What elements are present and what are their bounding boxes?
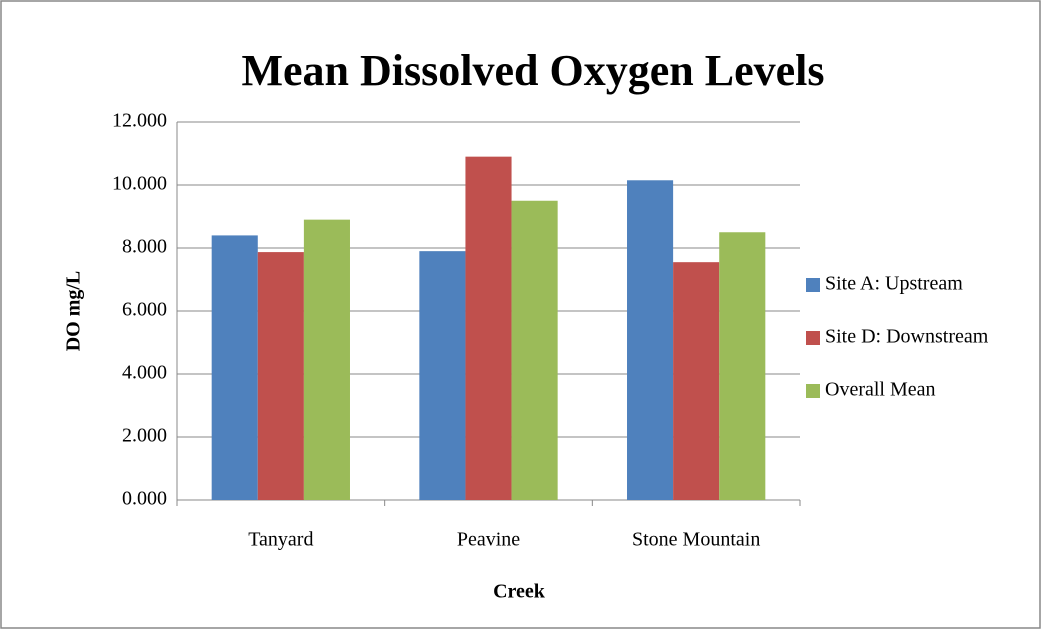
legend-label: Site D: Downstream bbox=[825, 326, 989, 348]
legend-swatch bbox=[806, 331, 820, 345]
bar bbox=[303, 219, 350, 500]
y-tick-label: 0.000 bbox=[122, 488, 167, 510]
y-tick-label: 10.000 bbox=[112, 173, 167, 195]
chart-title: Mean Dissolved Oxygen Levels bbox=[242, 46, 825, 95]
bar bbox=[211, 235, 258, 500]
x-tick-label: Tanyard bbox=[248, 529, 313, 551]
bar bbox=[673, 262, 720, 500]
y-tick-label: 8.000 bbox=[122, 236, 167, 258]
bar bbox=[465, 156, 512, 500]
x-tick-label: Peavine bbox=[457, 529, 520, 551]
bar bbox=[257, 252, 304, 500]
legend-swatch bbox=[806, 278, 820, 292]
y-tick-label: 12.000 bbox=[112, 110, 167, 132]
bar bbox=[419, 251, 466, 500]
legend-label: Site A: Upstream bbox=[825, 273, 963, 295]
bar bbox=[627, 180, 674, 500]
legend-swatch bbox=[806, 384, 820, 398]
y-axis-label: DO mg/L bbox=[63, 271, 85, 352]
bar bbox=[511, 200, 558, 500]
y-tick-label: 4.000 bbox=[122, 362, 167, 384]
y-tick-label: 2.000 bbox=[122, 425, 167, 447]
legend-label: Overall Mean bbox=[825, 379, 936, 401]
y-tick-label: 6.000 bbox=[122, 299, 167, 321]
x-tick-label: Stone Mountain bbox=[632, 529, 760, 551]
bar bbox=[719, 232, 766, 500]
x-axis-label: Creek bbox=[493, 581, 546, 603]
